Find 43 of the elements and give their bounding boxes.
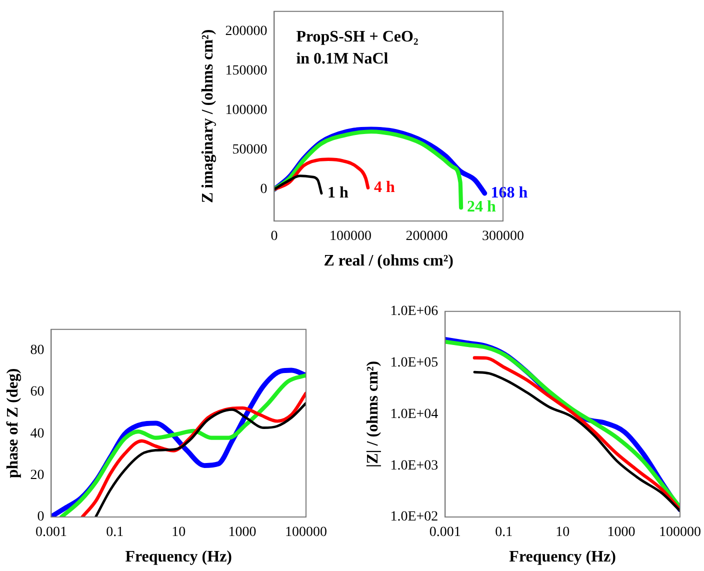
series-label: 168 h [490, 184, 528, 202]
x-axis-title: Frequency (Hz) [125, 548, 232, 566]
y-tick-label: 1.0E+02 [390, 510, 438, 525]
x-tick-label: 0 [270, 229, 278, 244]
y-tick-label: 150000 [225, 63, 268, 78]
y-tick-label: 1.0E+05 [390, 355, 438, 370]
x-tick-label: 10 [172, 525, 186, 540]
x-tick-label: 200000 [406, 229, 448, 244]
y-tick-label: 0 [260, 182, 268, 198]
y-tick-label: 50000 [232, 142, 268, 158]
series-label: 24 h [467, 198, 496, 216]
line-series [274, 130, 464, 210]
x-tick-label: 100000 [329, 229, 372, 244]
x-axis-title: Z real / (ohms cm²) [324, 252, 454, 270]
x-tick-label: 300000 [482, 229, 524, 244]
y-axis-title: Z imaginary / (ohms cm²) [200, 29, 217, 204]
y-tick-label: 0 [37, 510, 44, 525]
x-tick-label: 0.001 [429, 525, 461, 540]
y-tick-label: 200000 [225, 24, 268, 39]
y-tick-label: 100000 [225, 102, 268, 118]
y-tick-label: 60 [30, 384, 44, 400]
annotation: in 0.1M NaCl [296, 50, 389, 68]
y-tick-label: 1.0E+06 [390, 304, 438, 320]
annotation: PropS-SH + CeO₂ [296, 28, 418, 46]
x-tick-label: 0.001 [35, 525, 67, 540]
line-series [274, 174, 323, 195]
y-axis-title: phase of Z (deg) [4, 368, 22, 478]
series-label: 4 h [374, 178, 396, 196]
x-tick-label: 0.1 [495, 525, 513, 540]
x-tick-label: 0.1 [106, 525, 124, 540]
x-tick-label: 10 [556, 525, 570, 540]
y-tick-label: 1.0E+04 [390, 406, 438, 422]
y-tick-label: 80 [30, 342, 44, 358]
x-tick-label: 100000 [659, 525, 701, 540]
y-axis-title: |Z| / (ohms cm²) [364, 360, 382, 468]
x-axis-title: Frequency (Hz) [509, 548, 616, 566]
y-tick-label: 20 [30, 468, 44, 483]
y-tick-label: 40 [30, 426, 44, 442]
series-label: 1 h [327, 184, 348, 202]
x-tick-label: 1000 [607, 525, 636, 540]
x-tick-label: 1000 [228, 525, 256, 540]
x-tick-label: 100000 [285, 525, 327, 540]
y-tick-label: 1.0E+03 [390, 458, 438, 474]
